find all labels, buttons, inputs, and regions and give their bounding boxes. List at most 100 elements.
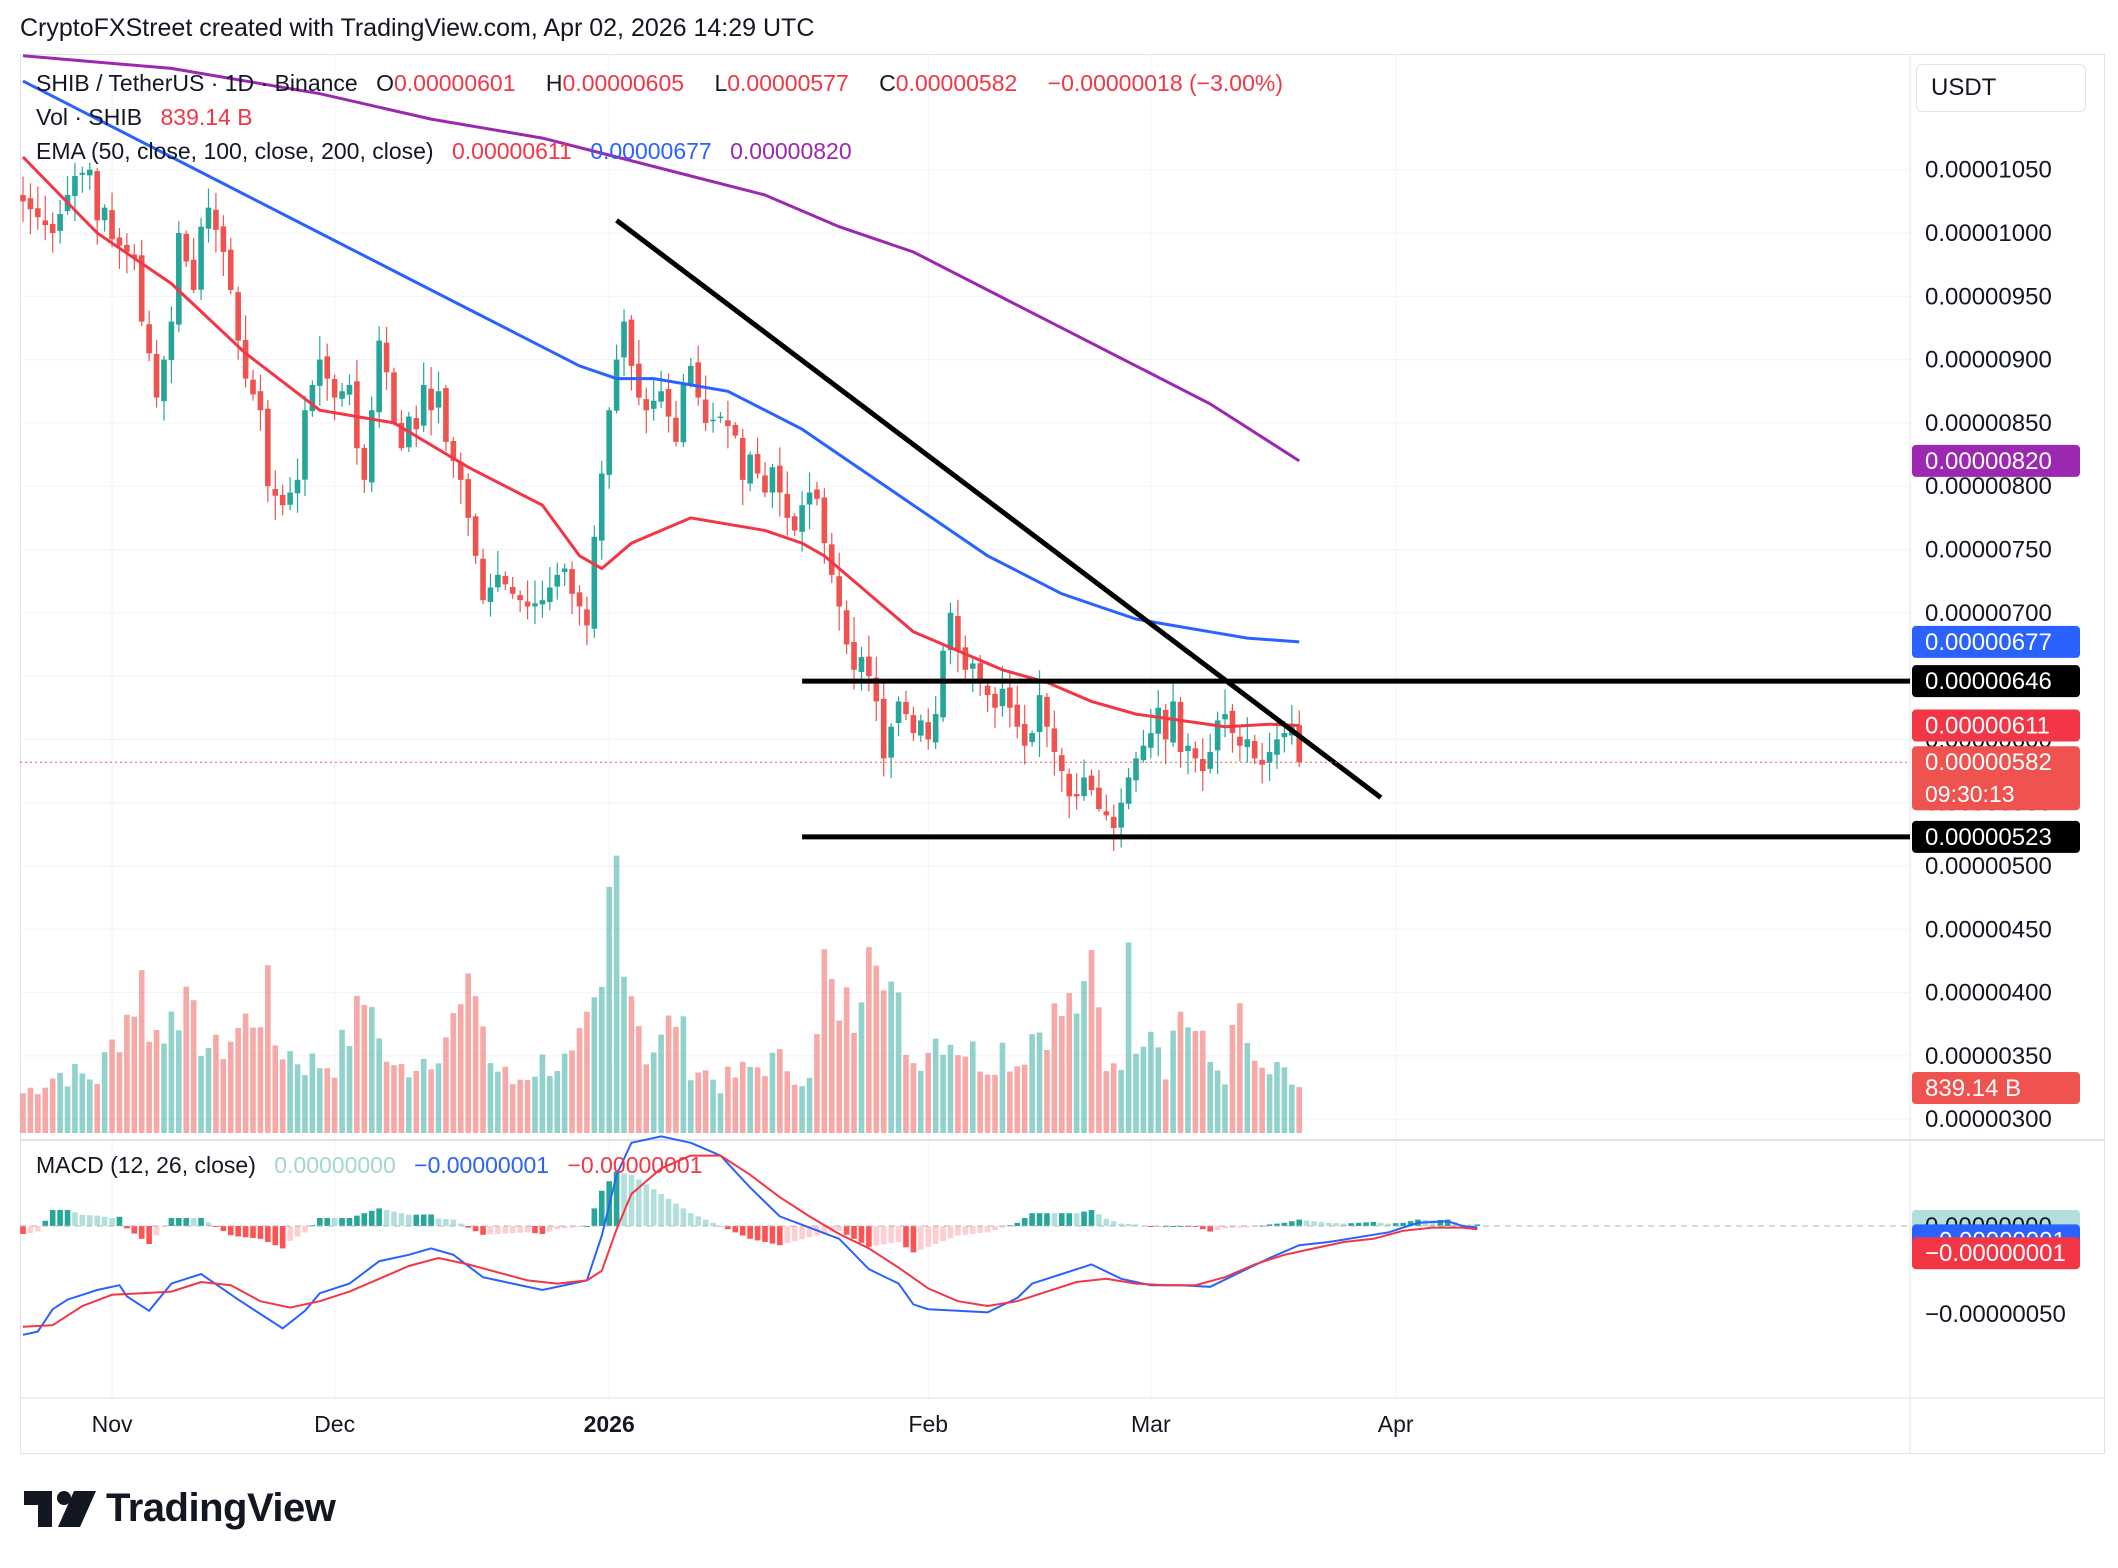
macd-hist-bar bbox=[1385, 1223, 1392, 1226]
candle-body bbox=[940, 650, 946, 718]
volume-bar bbox=[487, 1063, 494, 1133]
volume-bar bbox=[1140, 1046, 1147, 1133]
volume-bar bbox=[1259, 1067, 1265, 1133]
candle-body bbox=[487, 587, 494, 602]
macd-hist-bar bbox=[1081, 1211, 1087, 1226]
candle-body bbox=[443, 388, 449, 442]
volume-bar bbox=[227, 1041, 234, 1133]
macd-hist-bar bbox=[777, 1226, 783, 1246]
low-value: 0.00000577 bbox=[727, 70, 849, 96]
volume-bar bbox=[636, 1026, 642, 1133]
candle-body bbox=[86, 169, 93, 176]
volume-bar bbox=[918, 1070, 924, 1133]
candle-body bbox=[1229, 710, 1236, 734]
volume-bar bbox=[294, 1064, 301, 1133]
candle-body bbox=[1222, 714, 1228, 720]
candle-body bbox=[532, 603, 538, 607]
candle-body bbox=[198, 226, 204, 290]
macd-hist-bar bbox=[1370, 1222, 1377, 1226]
volume-bar bbox=[873, 965, 880, 1133]
volume-bar bbox=[517, 1079, 523, 1133]
volume-bar bbox=[1014, 1066, 1021, 1133]
volume-bar bbox=[799, 1086, 805, 1133]
volume-bar bbox=[1118, 1069, 1124, 1133]
volume-bar bbox=[317, 1068, 323, 1133]
macd-hist-bar bbox=[1066, 1213, 1073, 1226]
macd-hist-bar bbox=[1378, 1222, 1384, 1226]
candle-body bbox=[339, 391, 345, 399]
volume-bar bbox=[1214, 1070, 1221, 1133]
macd-hist-bar bbox=[183, 1218, 190, 1226]
macd-hist-bar bbox=[955, 1226, 961, 1236]
candle-body bbox=[457, 461, 464, 480]
candle-body bbox=[161, 359, 167, 402]
macd-hist-bar bbox=[1392, 1223, 1399, 1226]
macd-tag-bg bbox=[1912, 1237, 2080, 1270]
macd-hist-bar bbox=[220, 1226, 227, 1231]
price-tag: 0.00000611 bbox=[1925, 712, 2050, 739]
volume-bar bbox=[383, 1061, 390, 1133]
macd-hist-bar bbox=[383, 1210, 390, 1226]
volume-bar bbox=[1266, 1074, 1273, 1133]
currency-unit-button[interactable]: USDT bbox=[1916, 64, 2086, 112]
macd-hist-bar bbox=[131, 1226, 138, 1234]
candle-body bbox=[205, 207, 212, 229]
volume-bar bbox=[1036, 1032, 1043, 1133]
symbol-label[interactable]: SHIB / TetherUS · 1D · Binance bbox=[36, 70, 358, 96]
volume-value: 839.14 B bbox=[160, 104, 253, 130]
volume-bar bbox=[1289, 1084, 1295, 1133]
macd-hist-bar bbox=[79, 1214, 86, 1226]
volume-bar bbox=[814, 1034, 820, 1133]
volume-bar bbox=[903, 1054, 909, 1133]
volume-bar bbox=[524, 1080, 531, 1133]
macd-label[interactable]: MACD (12, 26, close) bbox=[36, 1152, 256, 1178]
macd-hist-bar bbox=[851, 1226, 857, 1239]
macd-hist-bar bbox=[688, 1213, 694, 1226]
macd-hist-bar bbox=[1355, 1222, 1362, 1226]
price-tick-label: 0.00000350 bbox=[1925, 1043, 2052, 1070]
ema200-line bbox=[22, 54, 1301, 463]
candles bbox=[20, 162, 1303, 852]
macd-hist-bar bbox=[495, 1226, 501, 1234]
volume-bar bbox=[1192, 1031, 1199, 1133]
tradingview-logo-icon bbox=[24, 1490, 96, 1527]
volume-bar bbox=[1081, 981, 1087, 1133]
candle-body bbox=[435, 391, 442, 408]
candle-body bbox=[1185, 745, 1191, 751]
volume-bar bbox=[257, 1027, 264, 1133]
volume-bar bbox=[331, 1077, 338, 1133]
volume-bar bbox=[457, 1004, 464, 1133]
volume-bar bbox=[1296, 1087, 1303, 1133]
price-tag: 0.00000646 bbox=[1925, 668, 2052, 695]
volume-bar bbox=[354, 995, 360, 1133]
volume-bar bbox=[702, 1070, 709, 1133]
macd-hist-bar bbox=[1088, 1210, 1095, 1226]
macd-hist-bar bbox=[925, 1226, 932, 1247]
macd-histogram bbox=[20, 1171, 1481, 1253]
candle-body bbox=[702, 399, 709, 423]
macd-hist-bar bbox=[428, 1214, 434, 1226]
candle-body bbox=[168, 321, 175, 360]
macd-hist-bar bbox=[376, 1208, 382, 1226]
macd-hist-bar bbox=[1266, 1224, 1273, 1226]
candle-body bbox=[1244, 739, 1251, 747]
macd-hist-bar bbox=[1036, 1213, 1043, 1226]
macd-hist-bar bbox=[984, 1226, 991, 1233]
macd-hist-bar bbox=[747, 1226, 753, 1239]
volume-bar bbox=[1162, 1079, 1169, 1133]
macd-hist-bar bbox=[539, 1226, 546, 1234]
volume-bar bbox=[791, 1084, 798, 1133]
candle-body bbox=[1133, 758, 1139, 781]
candle-body bbox=[146, 324, 152, 354]
price-tick-label: 0.00000700 bbox=[1925, 600, 2052, 627]
candle-body bbox=[35, 208, 41, 218]
volume-bar bbox=[265, 965, 271, 1133]
macd-hist-bar bbox=[1326, 1222, 1332, 1226]
candle-body bbox=[688, 365, 694, 385]
volume-bar bbox=[472, 996, 479, 1133]
volume-label[interactable]: Vol · SHIB bbox=[36, 104, 143, 130]
ema-label[interactable]: EMA (50, close, 100, close, 200, close) bbox=[36, 138, 434, 164]
price-tag-bg bbox=[1912, 709, 2080, 742]
macd-hist-bar bbox=[361, 1213, 368, 1226]
